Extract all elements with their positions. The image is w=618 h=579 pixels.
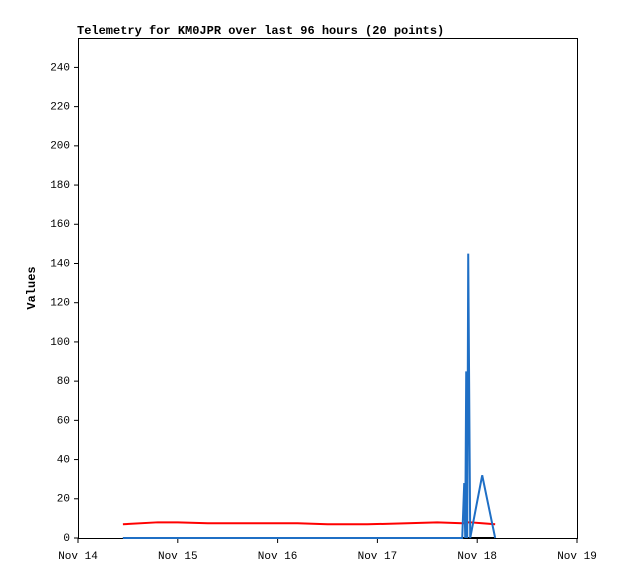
y-tick-label: 120 <box>50 298 70 310</box>
x-tick-label: Nov 16 <box>258 551 298 563</box>
y-tick-label: 20 <box>57 494 70 506</box>
chart-title: Telemetry for KM0JPR over last 96 hours … <box>77 24 444 38</box>
y-tick-label: 200 <box>50 141 70 153</box>
x-tick-label: Nov 15 <box>158 551 198 563</box>
y-tick-label: 40 <box>57 454 70 466</box>
x-tick-label: Nov 14 <box>58 551 98 563</box>
y-tick-label: 100 <box>50 337 70 349</box>
y-axis-label: Values <box>25 266 39 309</box>
y-tick-label: 0 <box>63 533 70 545</box>
y-tick-label: 80 <box>57 376 70 388</box>
y-tick-label: 140 <box>50 258 70 270</box>
x-tick-label: Nov 17 <box>358 551 398 563</box>
y-tick-label: 180 <box>50 180 70 192</box>
x-tick-label: Nov 19 <box>557 551 597 563</box>
y-tick-label: 160 <box>50 219 70 231</box>
y-tick-label: 240 <box>50 62 70 74</box>
x-tick-label: Nov 18 <box>457 551 497 563</box>
series-line <box>122 253 497 539</box>
y-tick-label: 60 <box>57 415 70 427</box>
y-tick-label: 220 <box>50 102 70 114</box>
